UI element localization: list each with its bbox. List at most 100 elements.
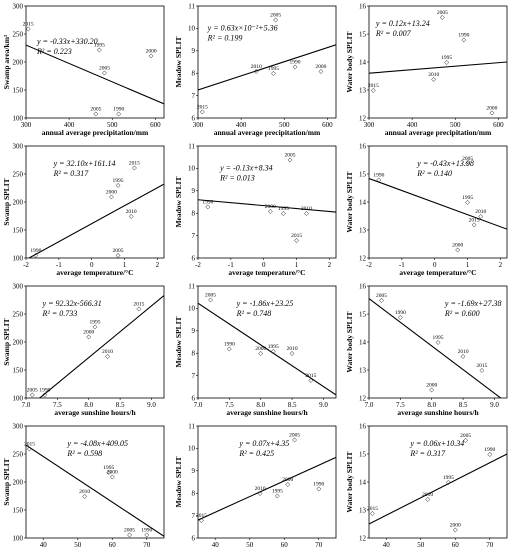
point-label: 2015 [197,104,208,110]
data-point: ◇ [43,393,48,399]
y-tick-label: 100 [13,114,24,122]
data-point: ◇ [440,15,445,21]
y-tick-label: 9 [192,187,196,195]
y-tick-label: 7 [192,512,196,520]
data-point: ◇ [30,393,35,399]
r-squared: R² = 0.748 [236,309,272,318]
y-tick-label: 6 [192,394,196,402]
regression-line [26,44,164,105]
y-tick-label: 100 [13,254,24,262]
data-point: ◇ [258,351,263,357]
x-axis-label: average temperature/°C [228,268,305,277]
x-tick-label: 600 [322,121,333,129]
x-tick-label: 7.5 [225,401,234,409]
x-tick-label: 50 [246,541,254,549]
y-tick-label: 12 [359,534,367,542]
data-point: ◇ [86,334,91,340]
data-point: ◇ [371,88,376,94]
data-point: ◇ [490,110,495,116]
point-label: 1990 [458,33,469,39]
regression-line [198,199,336,213]
point-label: 2010 [255,486,266,492]
y-tick-label: 7 [192,232,196,240]
regression-equation: y = -0.43x+13.98 [416,159,474,168]
point-label: 2015 [196,513,207,519]
y-tick-label: 15 [359,170,367,178]
r-squared: R² = 0.013 [219,174,255,183]
point-label: 2010 [102,349,113,355]
data-point: ◇ [271,71,276,77]
y-tick-label: 200 [13,478,24,486]
x-axis-label: average relative humidity/% [49,548,141,550]
regression-equation: y = -0.33x+330.20 [36,37,98,46]
data-point: ◇ [294,238,299,244]
x-axis-label: average relative humidity/% [392,548,484,550]
point-label: 2005 [462,156,473,162]
point-label: 2000 [255,346,266,352]
data-point: ◇ [288,157,293,163]
point-label: 2000 [106,189,117,195]
regression-line [27,183,164,258]
plot-frame [197,145,337,259]
scatter-panel: 100 150 200 250 300 40 50 60 70average relative … [2,422,165,550]
x-tick-label: 7.5 [396,401,405,409]
point-label: 1990 [30,248,41,254]
y-axis-label: Swamp SPLIT [2,458,11,505]
x-tick-label: 600 [150,121,161,129]
y-tick-label: 300 [13,142,24,150]
x-tick-label: 70 [143,541,151,549]
y-tick-label: 13 [359,366,367,374]
y-tick-label: 14 [359,478,367,486]
regression-line [38,295,164,398]
data-point: ◇ [319,69,324,75]
data-point: ◇ [110,474,115,480]
regression-equation: y = 0.12x+13.24 [375,19,430,28]
data-point: ◇ [455,248,460,254]
point-label: 2000 [265,204,276,210]
data-point: ◇ [281,211,286,217]
y-tick-label: 8 [192,210,196,218]
x-tick-label: 0 [262,261,266,269]
y-tick-label: 300 [13,282,24,290]
plot-frame [197,285,337,399]
point-label: 2000 [107,469,118,475]
x-tick-label: 0 [433,261,437,269]
data-point: ◇ [444,60,449,66]
y-axis-label: Meadow SPLIT [174,36,183,87]
scatter-panel: 12 13 14 15 16 7.0 7.5 8.0 8.5 9.0 average sunshin… [345,282,508,417]
data-point: ◇ [472,222,477,228]
point-label: 1990 [484,447,495,453]
x-tick-label: 8.5 [288,401,297,409]
data-point: ◇ [27,446,32,452]
scatter-panel: 100 150 200 250 300 7.0 7.5 8.0 8.5 9.0 average su… [2,282,165,417]
data-point: ◇ [116,253,121,259]
x-tick-label: 300 [364,121,375,129]
point-label: 2010 [126,209,137,215]
x-tick-label: 1 [123,261,127,269]
x-axis-label: average sunshine hours/h [54,408,136,417]
x-tick-label: 50 [74,541,82,549]
x-tick-label: -1 [56,261,62,269]
plot-frame [197,5,337,119]
y-tick-label: 12 [359,114,367,122]
r-squared: R² = 0.223 [36,47,72,56]
data-point: ◇ [379,298,384,304]
r-squared: R² = 0.598 [66,449,102,458]
data-point: ◇ [446,480,451,486]
point-label: 2005 [289,432,300,438]
point-label: 1995 [94,43,105,49]
data-point: ◇ [129,214,134,220]
y-tick-label: 6 [192,534,196,542]
y-tick-label: 15 [359,450,367,458]
point-label: 2000 [83,329,94,335]
data-point: ◇ [105,354,110,360]
point-label: 2005 [124,528,135,534]
y-tick-label: 10 [188,445,196,453]
y-tick-label: 8 [192,350,196,358]
regression-equation: y = -1.86x+23.25 [236,299,294,308]
x-tick-label: 8.0 [427,401,436,409]
data-point: ◇ [132,165,137,171]
y-tick-label: 12 [359,394,367,402]
y-tick-label: 10 [188,305,196,313]
